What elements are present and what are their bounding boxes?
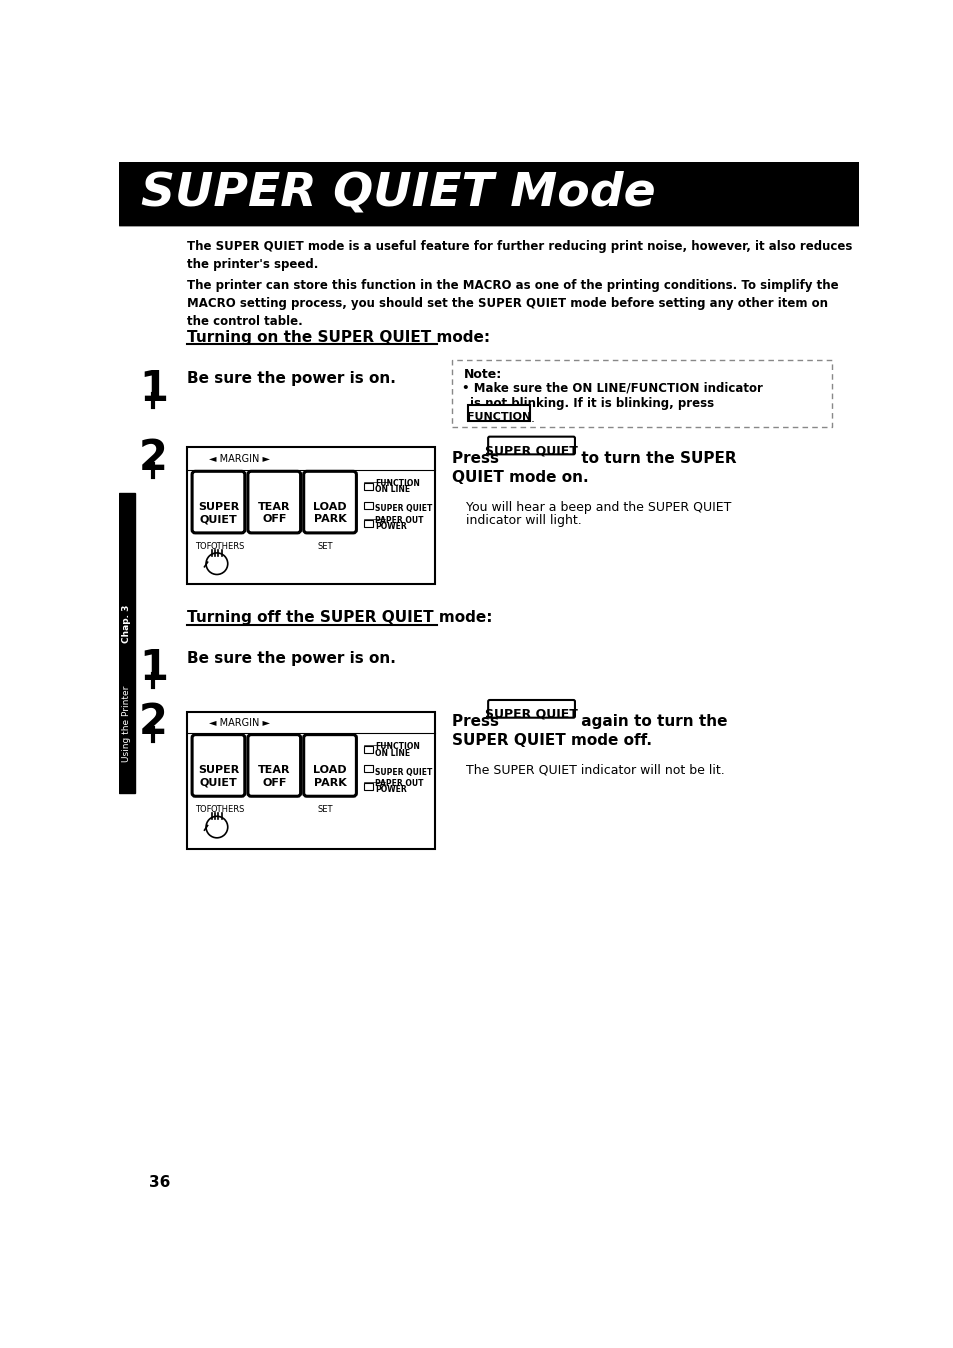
Bar [364,747,373,754]
Text: ◄ MARGIN ►: ◄ MARGIN ► [209,717,270,728]
Text: TEAR
OFF: TEAR OFF [257,501,291,524]
Text: SUPER QUIET: SUPER QUIET [485,445,578,457]
Text: SET: SET [317,806,333,814]
Text: FUNCTION: FUNCTION [375,743,419,751]
Text: .: . [530,412,535,425]
Bar [119,493,134,793]
FancyBboxPatch shape [303,735,356,797]
Text: LOAD
PARK: LOAD PARK [313,501,347,524]
FancyBboxPatch shape [488,437,575,454]
Text: The printer can store this function in the MACRO as one of the printing conditio: The printer can store this function in t… [187,279,839,328]
FancyBboxPatch shape [192,735,245,797]
Text: POWER: POWER [375,786,406,794]
Text: Press: Press [452,450,504,465]
Text: 1: 1 [139,368,168,410]
FancyBboxPatch shape [192,472,245,532]
Text: LOAD
PARK: LOAD PARK [313,766,347,787]
Text: TOF: TOF [195,542,212,551]
Text: OTHERS: OTHERS [211,542,245,551]
Text: SUPER
QUIET: SUPER QUIET [197,766,239,787]
Text: SUPER QUIET mode off.: SUPER QUIET mode off. [452,733,652,748]
FancyBboxPatch shape [303,472,356,532]
Text: • Make sure the ON LINE/FUNCTION indicator: • Make sure the ON LINE/FUNCTION indicat… [461,381,761,395]
Bar [187,712,435,849]
Text: Using the Printer: Using the Printer [122,686,132,762]
Text: ON LINE: ON LINE [375,485,410,495]
Text: Press: Press [452,714,504,729]
Text: Turning off the SUPER QUIET mode:: Turning off the SUPER QUIET mode: [187,609,493,625]
Bar [187,446,435,584]
Bar [364,783,373,790]
Bar [364,501,373,510]
Text: 2: 2 [139,437,168,480]
Circle shape [206,817,228,838]
Text: TEAR
OFF: TEAR OFF [257,766,291,787]
Text: OTHERS: OTHERS [211,806,245,814]
Text: Turning on the SUPER QUIET mode:: Turning on the SUPER QUIET mode: [187,330,490,345]
Text: 1: 1 [139,647,168,689]
Text: QUIET mode on.: QUIET mode on. [452,469,589,485]
Text: ◄ MARGIN ►: ◄ MARGIN ► [209,454,270,464]
Text: TOF: TOF [195,806,212,814]
Circle shape [206,553,228,574]
FancyBboxPatch shape [248,735,300,797]
FancyBboxPatch shape [452,360,831,427]
Text: again to turn the: again to turn the [576,714,727,729]
Text: 36: 36 [149,1175,170,1190]
Text: You will hear a beep and the SUPER QUIET: You will hear a beep and the SUPER QUIET [465,500,730,514]
Text: FUNCTION: FUNCTION [466,412,531,422]
Bar [364,483,373,489]
Text: SUPER QUIET Mode: SUPER QUIET Mode [141,171,655,216]
Text: Chap. 3: Chap. 3 [122,604,132,643]
Text: to turn the SUPER: to turn the SUPER [576,450,737,465]
Text: FUNCTION: FUNCTION [375,479,419,488]
Text: indicator will light.: indicator will light. [465,515,580,527]
Text: SUPER
QUIET: SUPER QUIET [197,501,239,524]
Bar [119,162,858,225]
Text: SET: SET [317,542,333,551]
Text: The SUPER QUIET mode is a useful feature for further reducing print noise, howev: The SUPER QUIET mode is a useful feature… [187,240,852,271]
Text: SUPER QUIET: SUPER QUIET [375,768,432,776]
Text: PAPER OUT: PAPER OUT [375,779,423,789]
FancyBboxPatch shape [488,700,575,717]
Text: SUPER QUIET: SUPER QUIET [485,708,578,721]
Text: Be sure the power is on.: Be sure the power is on. [187,371,395,386]
Text: The SUPER QUIET indicator will not be lit.: The SUPER QUIET indicator will not be li… [465,764,723,776]
Text: PAPER OUT: PAPER OUT [375,516,423,524]
Text: ON LINE: ON LINE [375,748,410,758]
Text: POWER: POWER [375,522,406,531]
Bar [364,766,373,772]
FancyBboxPatch shape [248,472,300,532]
Text: is not blinking. If it is blinking, press: is not blinking. If it is blinking, pres… [469,396,713,410]
Text: Note:: Note: [464,368,502,381]
Text: 2: 2 [139,701,168,743]
Text: SUPER QUIET: SUPER QUIET [375,504,432,514]
Bar [364,520,373,527]
Text: Be sure the power is on.: Be sure the power is on. [187,651,395,666]
FancyBboxPatch shape [468,406,530,421]
